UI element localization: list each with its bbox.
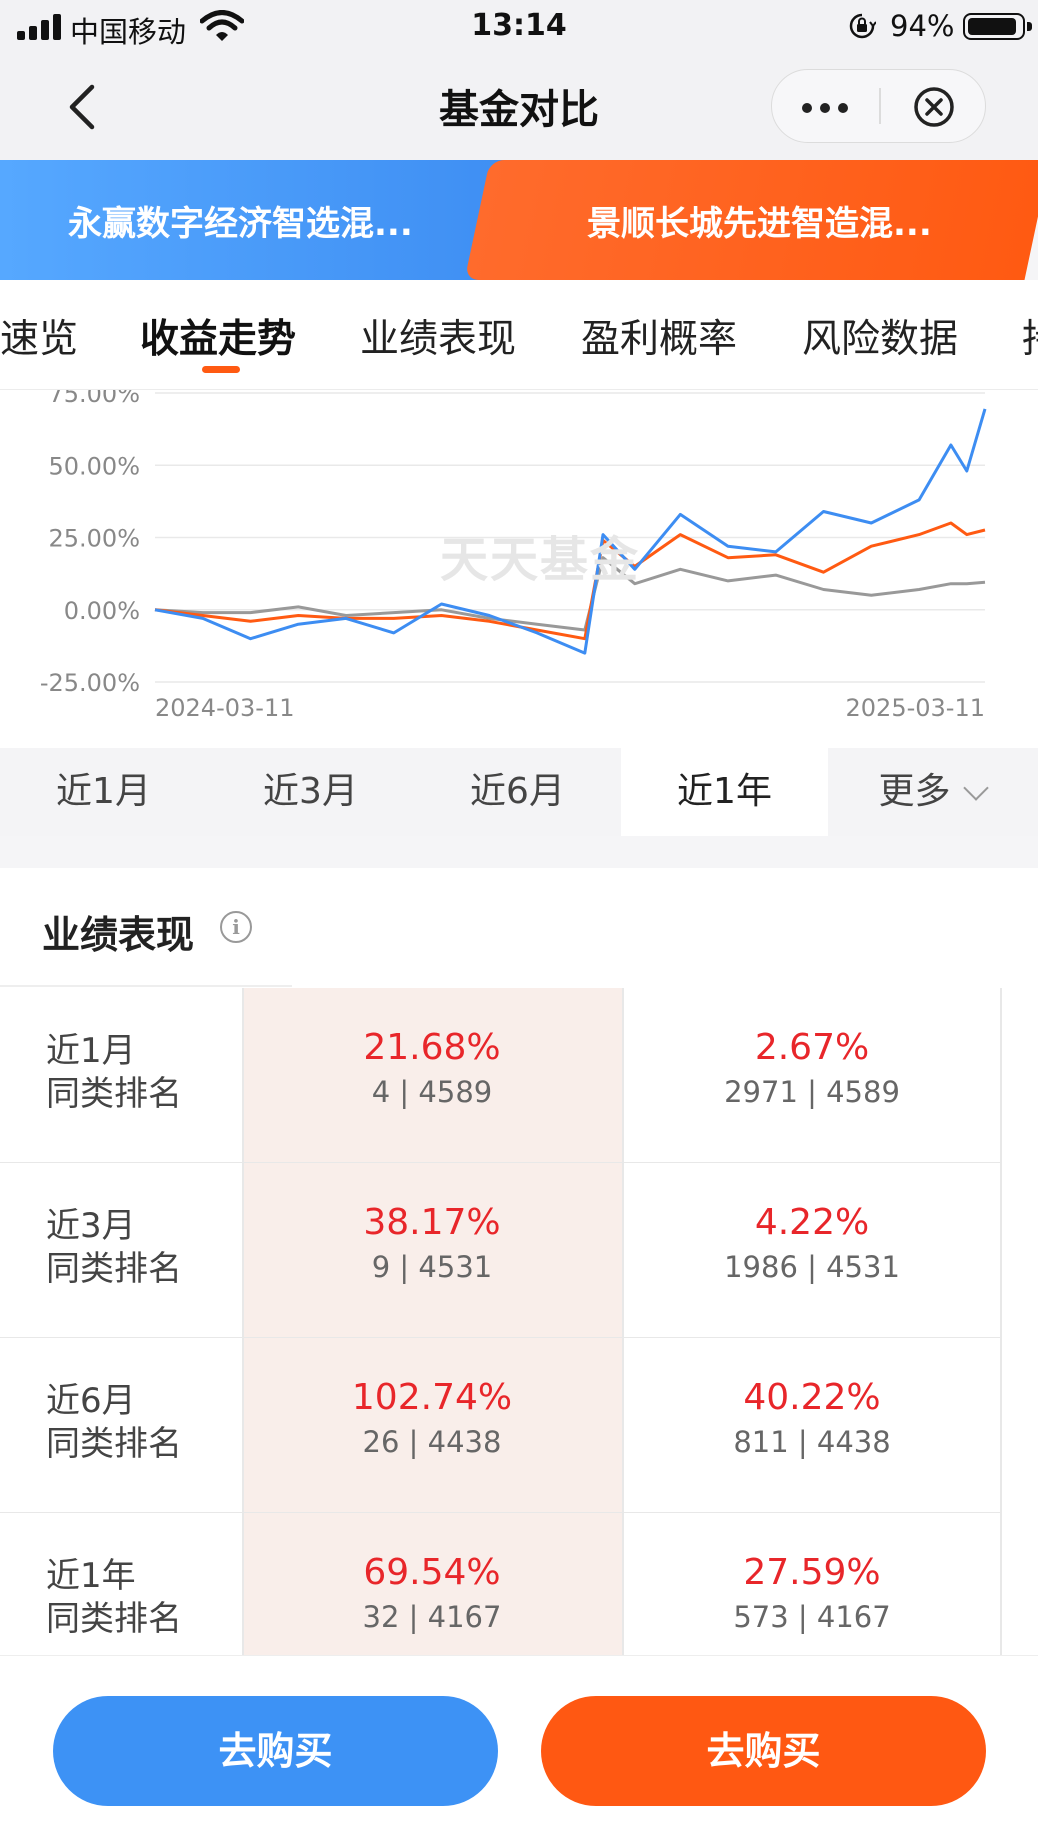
fund-a-return: 38.17% [363,1202,501,1243]
y-tick-label: 50.00% [48,452,140,480]
signal-icon [17,14,61,40]
back-icon[interactable] [60,79,110,135]
period-1m[interactable]: 近1月 [56,771,151,812]
fund-b-return: 2.67% [754,1027,870,1068]
series-line-0 [154,408,987,655]
performance-section: 业绩表现 i 近1月 同类排名 21.68% 4 | 4589 2.67% 2971 … [0,868,1038,1655]
y-tick-label: 25.00% [48,525,140,553]
table-row: 近1年 同类排名 69.54% 32 | 4167 27.59% 573 | 4167 [0,1513,1000,1655]
row-period: 近3月 [46,1206,136,1246]
period-3m[interactable]: 近3月 [263,771,358,812]
fund-b-rank: 2971 | 4589 [724,1075,900,1109]
fund-a-return: 69.54% [363,1552,501,1593]
battery-percent: 94% [890,9,955,43]
mini-program-capsule [771,69,986,143]
bottom-action-bar: 去购买 去购买 [0,1655,1038,1845]
x-tick-label: 2025-03-11 [846,694,985,722]
tab-more-partial[interactable]: 持 [1022,308,1038,364]
period-1y[interactable]: 近1年 [621,748,828,836]
row-period: 近1月 [46,1031,136,1071]
y-tick-label: 75.00% [48,390,140,408]
series-line-2 [154,556,986,632]
x-tick-label: 2024-03-11 [155,694,294,722]
row-rank-label: 同类排名 [46,1249,182,1289]
page-title: 基金对比 [439,87,599,133]
section-tabs: 速览 收益走势 业绩表现 盈利概率 风险数据 持 [0,280,1038,390]
fund-b-name[interactable]: 景顺长城先进智造混... [587,204,932,244]
status-bar: 中国移动 13:14 94% [0,0,1038,55]
tab-overview[interactable]: 速览 [0,317,79,362]
row-period: 近6月 [46,1381,136,1421]
return-trend-chart[interactable]: 75.00% 50.00% 25.00% 0.00% -25.00% 2024-03-11… [0,390,1038,748]
table-row: 近3月 同类排名 38.17% 9 | 4531 4.22% 1986 | 4531 [0,1163,1000,1338]
table-row: 近6月 同类排名 102.74% 26 | 4438 40.22% 811 | 443… [0,1338,1000,1513]
tab-return-trend[interactable]: 收益走势 [140,317,297,362]
fund-a-rank: 9 | 4531 [371,1250,493,1284]
fund-a-rank: 26 | 4438 [362,1425,502,1459]
tab-profit-probability[interactable]: 盈利概率 [581,317,738,362]
period-selector: 近1月 近3月 近6月 近1年 更多 [0,748,1038,836]
close-icon[interactable] [912,85,956,129]
fund-a-return: 102.74% [351,1377,513,1418]
active-tab-indicator [202,366,240,373]
buy-fund-b-button[interactable]: 去购买 [541,1696,986,1806]
fund-compare-header: 永赢数字经济智选混... 景顺长城先进智造混... [0,160,1038,280]
tab-performance[interactable]: 业绩表现 [360,317,517,362]
fund-b-rank: 573 | 4167 [733,1600,891,1634]
row-period: 近1年 [46,1556,136,1596]
fund-b-return: 27.59% [743,1552,881,1593]
more-icon[interactable] [772,70,879,142]
table-row: 近1月 同类排名 21.68% 4 | 4589 2.67% 2971 | 4589 [0,988,1000,1163]
fund-a-name[interactable]: 永赢数字经济智选混... [68,204,413,244]
fund-b-return: 4.22% [754,1202,870,1243]
row-rank-label: 同类排名 [46,1074,182,1114]
fund-b-rank: 1986 | 4531 [724,1250,900,1284]
wifi-icon [200,10,244,41]
chevron-down-icon [962,775,989,801]
y-tick-label: -25.00% [40,669,140,697]
fund-a-column-highlight [242,988,622,1655]
section-title: 业绩表现 [42,913,195,957]
carrier-name: 中国移动 [70,15,187,49]
row-rank-label: 同类排名 [46,1424,182,1464]
info-icon[interactable]: i [220,911,252,943]
tab-risk-data[interactable]: 风险数据 [802,317,959,362]
line-chart: 75.00% 50.00% 25.00% 0.00% -25.00% 2024-03-11… [40,390,987,722]
fund-b-return: 40.22% [743,1377,881,1418]
row-rank-label: 同类排名 [46,1599,182,1639]
buy-fund-a-button[interactable]: 去购买 [53,1696,498,1806]
fund-a-return: 21.68% [363,1027,501,1068]
fund-a-rank: 32 | 4167 [362,1600,502,1634]
watermark: 天天基金 [440,532,641,588]
fund-b-rank: 811 | 4438 [733,1425,891,1459]
period-more[interactable]: 更多 [828,748,1035,836]
clock: 13:14 [471,8,567,43]
nav-bar: 基金对比 [0,55,1038,160]
battery-icon [963,13,1032,40]
fund-a-rank: 4 | 4589 [371,1075,493,1109]
orientation-lock-icon [849,13,876,39]
fund-a-banner[interactable] [0,160,540,280]
period-6m[interactable]: 近6月 [470,771,565,812]
y-tick-label: 0.00% [64,597,140,625]
